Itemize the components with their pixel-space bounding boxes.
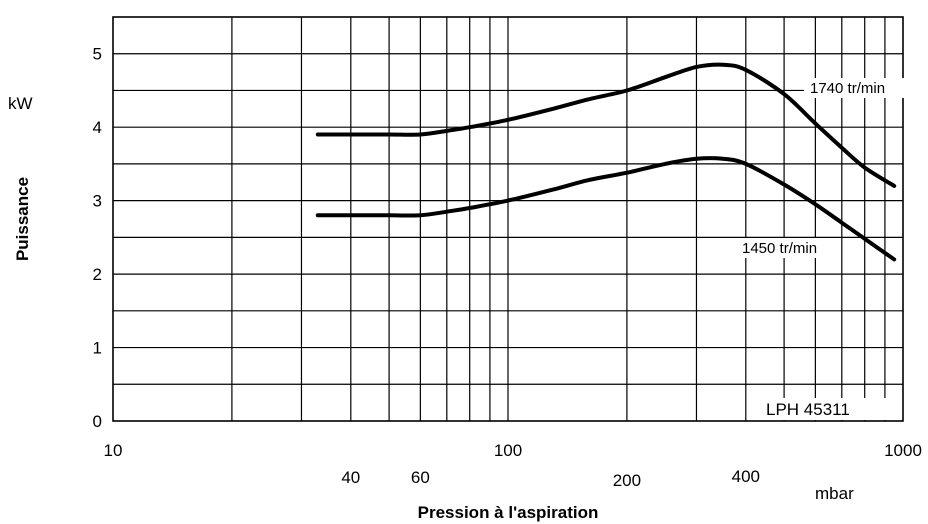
x-tick-label-secondary: 40 <box>341 468 360 487</box>
x-axis-title: Pression à l'aspiration <box>418 503 599 522</box>
x-tick-label: 10 <box>104 441 123 460</box>
series-label-1450: 1450 tr/min <box>742 240 817 257</box>
y-axis-title: Puissance <box>13 177 32 261</box>
y-unit-label: kW <box>8 94 33 113</box>
x-tick-label: 100 <box>494 441 522 460</box>
x-tick-labels: 10 100 1000 40 60 200 400 <box>104 441 922 490</box>
model-label: LPH 45311 <box>766 400 850 419</box>
grid <box>113 17 903 421</box>
x-unit-label: mbar <box>815 484 854 503</box>
y-tick-label: 5 <box>93 45 102 64</box>
x-tick-label: 1000 <box>884 441 922 460</box>
y-tick-label: 2 <box>93 265 102 284</box>
model-label-box <box>752 398 887 420</box>
series-line-1450 <box>315 156 897 262</box>
y-tick-labels: 0 1 2 3 4 5 <box>93 45 102 431</box>
series-label-1740: 1740 tr/min <box>810 80 885 97</box>
x-tick-label-secondary: 60 <box>411 468 430 487</box>
y-tick-label: 1 <box>93 339 102 358</box>
y-tick-label: 0 <box>93 412 102 431</box>
plot-frame <box>112 16 904 422</box>
series-label-box-1740 <box>804 78 908 98</box>
y-tick-label: 3 <box>93 192 102 211</box>
x-tick-label-secondary: 400 <box>732 467 760 486</box>
x-tick-label-secondary: 200 <box>613 471 641 490</box>
y-tick-label: 4 <box>93 118 102 137</box>
series-line-1740 <box>315 62 897 188</box>
series-curves <box>315 62 897 262</box>
series-label-box-1450 <box>736 238 840 258</box>
